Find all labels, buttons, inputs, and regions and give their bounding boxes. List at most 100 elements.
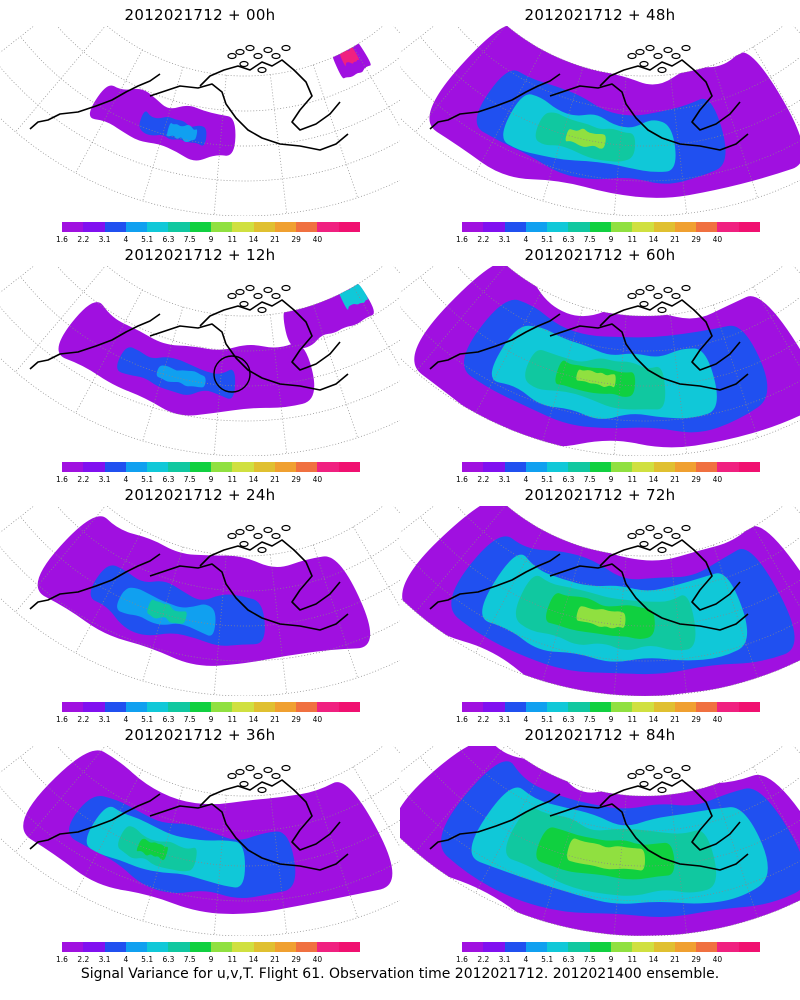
colorbar-tick-label: 5.1 xyxy=(141,715,154,724)
colorbar-swatch xyxy=(125,462,148,472)
colorbar-swatch xyxy=(738,222,760,232)
colorbar-ticks: 1.6 2.2 3.1 4 5.1 6.3 7.5 9 11 14 21 29 40 xyxy=(456,955,760,965)
colorbar-tick-label: 21 xyxy=(270,475,280,484)
colorbar-swatch xyxy=(274,702,297,712)
colorbar-tick-label: 11 xyxy=(627,475,638,484)
colorbar-tick-label: 14 xyxy=(248,475,259,484)
island xyxy=(645,44,655,52)
island xyxy=(239,780,249,788)
colorbar-tick-label: 29 xyxy=(291,715,301,724)
variance-field xyxy=(400,746,800,936)
colorbar-tick-label: 3.1 xyxy=(498,235,511,244)
island xyxy=(281,44,291,52)
colorbar-tick-label: 4 xyxy=(523,235,529,244)
island xyxy=(227,52,237,60)
colorbar-tick-label: 29 xyxy=(291,235,301,244)
colorbar-swatch xyxy=(274,462,297,472)
contour-region xyxy=(167,122,198,143)
colorbar-swatch xyxy=(589,462,611,472)
colorbar-ticks: 1.6 2.2 3.1 4 5.1 6.3 7.5 9 11 14 21 29 40 xyxy=(56,715,360,725)
map-plot xyxy=(400,266,800,456)
colorbar-swatch xyxy=(589,222,611,232)
island xyxy=(635,768,645,776)
colorbar-swatch xyxy=(610,222,633,232)
colorbar-tick-label: 1.6 xyxy=(456,955,468,964)
coastline xyxy=(29,59,349,151)
variance-field xyxy=(23,750,393,914)
colorbar-swatch xyxy=(104,702,126,712)
colorbar-tick-label: 40 xyxy=(712,955,723,964)
contour-region xyxy=(156,365,206,388)
contour-region xyxy=(565,128,606,149)
colorbar-tick-label: 5.1 xyxy=(141,235,154,244)
island xyxy=(235,48,245,56)
colorbar-swatch xyxy=(462,222,484,232)
panel-title: 2012021712 + 12h xyxy=(124,246,276,264)
colorbar-tick-label: 4 xyxy=(123,955,129,964)
colorbar xyxy=(62,942,360,952)
colorbar-tick-label: 21 xyxy=(670,955,680,964)
colorbar-swatch xyxy=(653,222,675,232)
colorbar-swatch xyxy=(653,942,675,952)
panel-title: 2012021712 + 84h xyxy=(524,726,676,744)
map-panel-72h: 2012021712 + 72h 1.6 2.2 3.1 4 5.1 6.3 7.5 9 11 1… xyxy=(400,480,800,725)
island xyxy=(635,288,645,296)
coastline xyxy=(29,299,349,391)
contour-region xyxy=(58,302,315,416)
observation-circle xyxy=(213,355,251,393)
island xyxy=(635,48,645,56)
colorbar-swatch xyxy=(104,462,126,472)
colorbar-swatch xyxy=(568,942,590,952)
colorbar-tick-label: 40 xyxy=(312,715,323,724)
colorbar-ticks: 1.6 2.2 3.1 4 5.1 6.3 7.5 9 11 14 21 29 40 xyxy=(56,955,360,965)
colorbar-swatch xyxy=(547,462,569,472)
island xyxy=(627,532,637,540)
colorbar-swatch xyxy=(296,942,318,952)
colorbar-tick-label: 2.2 xyxy=(77,715,90,724)
island xyxy=(663,766,673,774)
colorbar-tick-label: 3.1 xyxy=(98,955,111,964)
panel-title: 2012021712 + 72h xyxy=(524,486,676,504)
contour-region xyxy=(567,838,645,871)
colorbar-tick-label: 2.2 xyxy=(77,955,90,964)
colorbar-swatch xyxy=(462,702,484,712)
colorbar-tick-label: 40 xyxy=(712,475,723,484)
panel-title: 2012021712 + 36h xyxy=(124,726,276,744)
colorbar-swatch xyxy=(83,702,105,712)
colorbar-tick-label: 4 xyxy=(123,715,129,724)
island xyxy=(235,288,245,296)
colorbar-swatch xyxy=(504,942,526,952)
map-plot xyxy=(0,506,400,696)
colorbar-tick-label: 21 xyxy=(670,475,680,484)
variance-field xyxy=(402,506,800,696)
colorbar-swatch xyxy=(483,462,505,472)
colorbar-swatch xyxy=(504,222,526,232)
island xyxy=(671,292,681,300)
colorbar-tick-label: 2.2 xyxy=(77,235,90,244)
colorbar-tick-label: 5.1 xyxy=(141,955,154,964)
panel-title: 2012021712 + 24h xyxy=(124,486,276,504)
colorbar-swatch xyxy=(232,702,254,712)
colorbar-swatch xyxy=(253,702,275,712)
island xyxy=(263,286,273,294)
island xyxy=(663,286,673,294)
colorbar-tick-label: 2.2 xyxy=(477,715,490,724)
colorbar-swatch xyxy=(525,462,548,472)
colorbar-tick-label: 3.1 xyxy=(498,715,511,724)
colorbar-swatch xyxy=(674,942,697,952)
island xyxy=(263,526,273,534)
island xyxy=(263,46,273,54)
colorbar-swatch xyxy=(632,222,654,232)
island xyxy=(257,306,267,314)
island xyxy=(657,786,667,794)
island xyxy=(681,44,691,52)
colorbar-swatch xyxy=(674,462,697,472)
colorbar-swatch xyxy=(483,942,505,952)
colorbar-swatch xyxy=(696,222,718,232)
island xyxy=(627,52,637,60)
island xyxy=(245,284,255,292)
map-plot xyxy=(400,506,800,696)
colorbar-swatch xyxy=(317,462,339,472)
colorbar-tick-label: 3.1 xyxy=(498,955,511,964)
colorbar-tick-label: 3.1 xyxy=(98,475,111,484)
